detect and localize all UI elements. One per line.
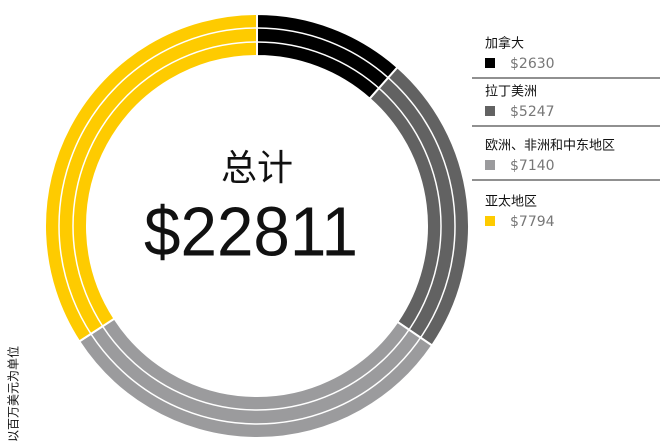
- legend-swatch: [485, 106, 495, 116]
- donut-segment: [44, 12, 258, 343]
- total-label: $22811: [144, 192, 358, 270]
- unit-note: 以百万美元为单位: [6, 346, 21, 442]
- ring-divider: [72, 41, 442, 411]
- legend-swatch: [485, 216, 495, 226]
- legend-name: 亚太地区: [485, 195, 537, 210]
- legend-swatch: [485, 160, 495, 170]
- legend-value: $2630: [510, 56, 555, 72]
- legend-name: 拉丁美洲: [485, 85, 537, 100]
- donut-segment: [77, 317, 434, 439]
- legend-name: 欧洲、非洲和中东地区: [485, 139, 615, 154]
- legend-value: $5247: [510, 104, 555, 120]
- legend-value: $7140: [510, 158, 555, 174]
- legend-swatch: [485, 58, 495, 68]
- legend-value: $7794: [510, 214, 555, 230]
- center-title: 总计: [221, 148, 293, 189]
- ring-divider: [58, 27, 456, 425]
- legend-name: 加拿大: [485, 36, 524, 52]
